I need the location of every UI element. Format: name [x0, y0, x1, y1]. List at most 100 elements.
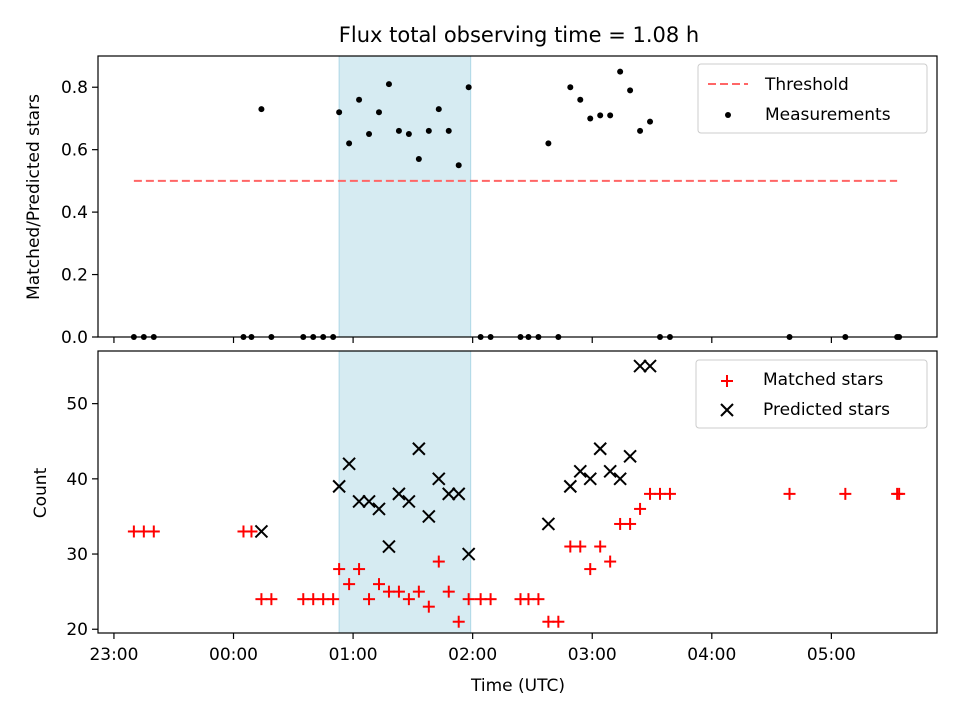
predicted-star-point [412, 442, 426, 456]
bottom-y-tick-label: 40 [66, 470, 88, 490]
matched-star-point [783, 487, 796, 500]
predicted-star-point [332, 479, 346, 494]
predicted-star-point [422, 509, 436, 524]
top-y-tick-label: 0.6 [61, 141, 88, 161]
bottom-y-tick-label: 20 [66, 620, 88, 640]
measurement-point [647, 118, 654, 125]
measurement-point [336, 109, 343, 116]
predicted-star-point [593, 442, 607, 456]
predicted-star-point [541, 517, 556, 531]
measurement-point [627, 87, 634, 94]
matched-star-point [422, 600, 435, 613]
top-y-axis-label: Matched/Predicted stars [24, 94, 44, 300]
top-axes-frame [97, 55, 938, 338]
measurement-point [455, 162, 462, 169]
matched-star-point [327, 593, 340, 606]
matched-star-point [147, 525, 160, 538]
matched-star-point [343, 578, 356, 591]
bottom-panel: 20 30 40 50 23:00 00:00 01:00 02:00 03:00 04:00 0… [31, 350, 938, 696]
measurement-point [577, 96, 584, 103]
measurement-point [425, 127, 432, 134]
bottom-y-axis-label: Count [31, 467, 51, 518]
predicted-star-point [643, 359, 657, 373]
legend-predicted-swatch [720, 403, 734, 417]
measurement-point [405, 131, 412, 138]
matched-star-point [452, 615, 465, 628]
predicted-star-point [623, 449, 637, 463]
measurement-point [346, 140, 353, 147]
matched-star-point [484, 593, 497, 606]
predicted-star-point [633, 359, 647, 373]
chart-title: Flux total observing time = 1.08 h [339, 23, 699, 47]
measurement-point [435, 106, 442, 113]
matched-star-point [442, 585, 455, 598]
matched-star-point [604, 555, 617, 568]
top-y-tick-label: 0.8 [61, 78, 88, 98]
legend-measurement-swatch [725, 112, 731, 118]
predicted-star-point [442, 487, 456, 501]
x-tick-label: 02:00 [448, 645, 497, 665]
matched-star-point [839, 487, 852, 500]
legend-measurements-label: Measurements [765, 105, 891, 125]
matched-star-point [634, 502, 647, 515]
predicted-star-point [352, 494, 366, 509]
measurement-point [356, 96, 363, 103]
bottom-axes-frame [97, 350, 938, 634]
top-legend: Threshold Measurements [697, 63, 928, 134]
measurement-point [366, 131, 373, 138]
measurement-point [617, 68, 624, 75]
legend-threshold-label: Threshold [764, 75, 849, 95]
predicted-star-point [382, 539, 396, 554]
measurement-point [597, 112, 604, 119]
top-y-tick-label: 0.2 [61, 266, 88, 286]
matched-star-point [245, 525, 258, 538]
observing-span [338, 55, 472, 338]
predicted-star-point [372, 502, 386, 516]
measurement-point [385, 81, 392, 88]
predicted-star-point [583, 472, 597, 486]
predicted-star-point [603, 464, 617, 479]
measurement-point [258, 106, 265, 113]
matched-star-point [392, 585, 405, 598]
x-axis-label: Time (UTC) [470, 676, 565, 696]
x-tick-label: 04:00 [687, 645, 736, 665]
predicted-star-point [342, 457, 356, 471]
matched-star-point [372, 578, 385, 591]
bottom-y-tick-label: 30 [66, 545, 88, 565]
matched-star-point [594, 540, 607, 553]
predicted-star-point [461, 547, 476, 561]
matched-star-point [552, 615, 565, 628]
matched-star-point [333, 563, 346, 576]
measurement-point [587, 115, 594, 122]
measurement-point [637, 127, 644, 134]
x-tick-label: 03:00 [568, 645, 617, 665]
top-y-tick-label: 0.0 [61, 328, 88, 348]
x-tick-label: 00:00 [209, 645, 258, 665]
measurement-point [395, 127, 402, 134]
matched-star-point [412, 585, 425, 598]
measurement-point [545, 140, 552, 147]
x-tick-label: 01:00 [329, 645, 378, 665]
bottom-legend-box [695, 359, 928, 429]
top-panel: 0.00.20.40.60.8 Matched/Predicted stars … [24, 55, 938, 348]
x-tick-label: 23:00 [89, 645, 138, 665]
predicted-star-point [573, 464, 587, 479]
measurement-point [607, 112, 614, 119]
measurement-point [445, 127, 452, 134]
matched-star-point [574, 540, 587, 553]
measurement-point [465, 84, 472, 91]
matched-star-point [363, 593, 376, 606]
matched-star-point [584, 563, 597, 576]
predicted-star-point [392, 487, 406, 501]
matched-star-point [663, 487, 676, 500]
predicted-star-point [402, 494, 416, 509]
measurement-point [567, 84, 574, 91]
x-tick-label: 05:00 [807, 645, 856, 665]
bottom-legend: Matched stars Predicted stars [695, 359, 928, 429]
matched-star-point [893, 487, 906, 500]
predicted-star-point [613, 472, 627, 486]
matched-star-point [462, 593, 475, 606]
matched-star-point [353, 563, 366, 576]
matched-star-point [265, 593, 278, 606]
